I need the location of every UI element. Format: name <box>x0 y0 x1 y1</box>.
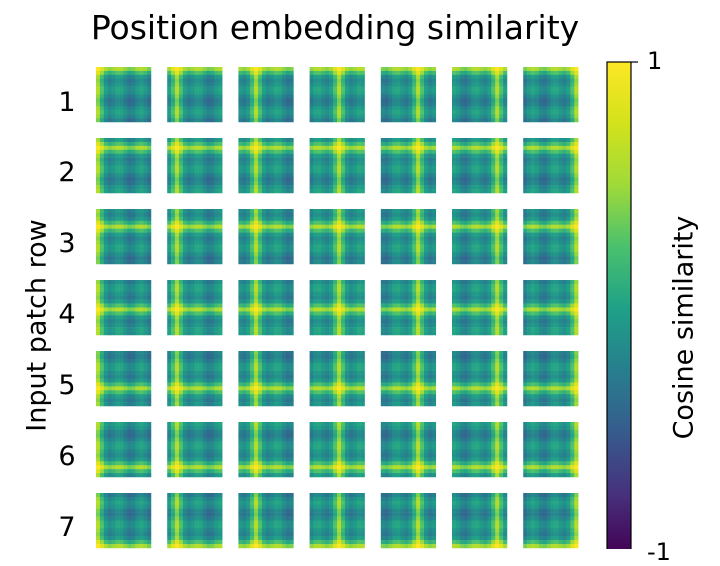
heatmap-cell-r6-c5 <box>381 422 436 477</box>
heatmap-cell-r3-c4 <box>310 209 365 264</box>
heatmap-cell-r4-c1 <box>96 280 151 335</box>
heatmap-cell-r5-c1 <box>96 351 151 406</box>
heatmap-cell-r4-c5 <box>381 280 436 335</box>
heatmap-cell-r3-c7 <box>523 209 578 264</box>
heatmap-cell-r5-c6 <box>452 351 507 406</box>
heatmap-cell-r2-c4 <box>310 138 365 193</box>
heatmap-cell-r5-c4 <box>310 351 365 406</box>
heatmap-cell-r4-c2 <box>167 280 222 335</box>
heatmap-cell-r2-c5 <box>381 138 436 193</box>
heatmap-cell-r6-c1 <box>96 422 151 477</box>
heatmap-cell-r1-c5 <box>381 67 436 122</box>
heatmap-cell-r1-c1 <box>96 67 151 122</box>
heatmap-cell-r5-c2 <box>167 351 222 406</box>
heatmap-cell-r1-c4 <box>310 67 365 122</box>
heatmap-cell-r5-c7 <box>523 351 578 406</box>
heatmap-cell-r3-c6 <box>452 209 507 264</box>
heatmap-cell-r4-c7 <box>523 280 578 335</box>
heatmap-cell-r6-c6 <box>452 422 507 477</box>
similarity-figure <box>0 0 720 549</box>
heatmap-cell-r6-c7 <box>523 422 578 477</box>
heatmap-cell-r7-c1 <box>96 493 151 548</box>
heatmap-cell-r4-c4 <box>310 280 365 335</box>
heatmap-cell-r2-c7 <box>523 138 578 193</box>
heatmap-cell-r5-c3 <box>238 351 293 406</box>
heatmap-cell-r7-c3 <box>238 493 293 548</box>
heatmap-cell-r4-c6 <box>452 280 507 335</box>
heatmap-cell-r7-c5 <box>381 493 436 548</box>
heatmap-cell-r6-c3 <box>238 422 293 477</box>
heatmap-cell-r7-c6 <box>452 493 507 548</box>
heatmap-cell-r3-c3 <box>238 209 293 264</box>
heatmap-cell-r6-c4 <box>310 422 365 477</box>
colorbar <box>607 62 631 549</box>
heatmap-cell-r3-c5 <box>381 209 436 264</box>
heatmap-cell-r1-c7 <box>523 67 578 122</box>
heatmap-cell-r3-c1 <box>96 209 151 264</box>
heatmap-cell-r1-c3 <box>238 67 293 122</box>
heatmap-cell-r6-c2 <box>167 422 222 477</box>
heatmap-cell-r2-c3 <box>238 138 293 193</box>
heatmap-cell-r1-c2 <box>167 67 222 122</box>
heatmap-cell-r7-c4 <box>310 493 365 548</box>
heatmap-cell-r4-c3 <box>238 280 293 335</box>
heatmap-cell-r5-c5 <box>381 351 436 406</box>
heatmap-cell-r2-c6 <box>452 138 507 193</box>
heatmap-cell-r7-c7 <box>523 493 578 548</box>
heatmap-cell-r2-c2 <box>167 138 222 193</box>
heatmap-cell-r1-c6 <box>452 67 507 122</box>
heatmap-cell-r3-c2 <box>167 209 222 264</box>
heatmap-cell-r2-c1 <box>96 138 151 193</box>
heatmap-cell-r7-c2 <box>167 493 222 548</box>
